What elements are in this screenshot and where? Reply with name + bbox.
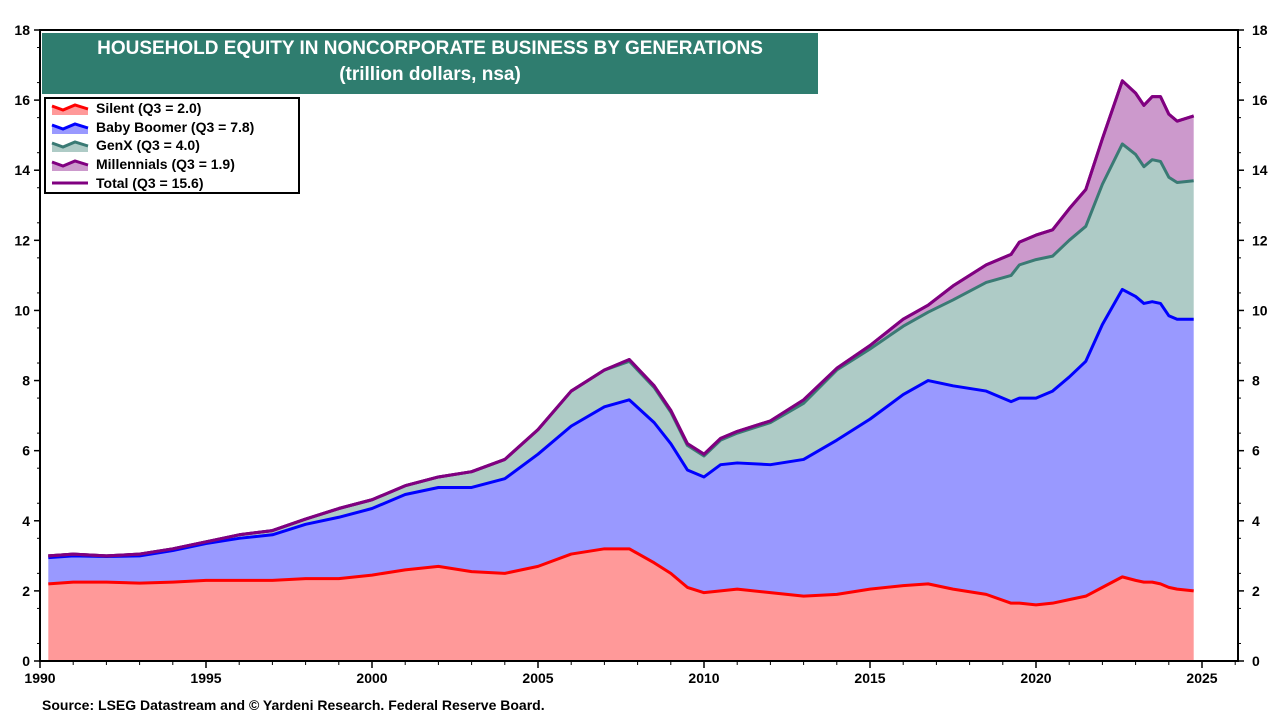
area-silent xyxy=(48,548,1194,661)
legend-item-total: Total (Q3 = 15.6) xyxy=(46,173,298,192)
legend-swatch-icon xyxy=(52,181,88,185)
y-tick-label-left: 4 xyxy=(22,513,30,529)
y-tick-label-left: 14 xyxy=(14,162,30,178)
y-tick-label-left: 18 xyxy=(14,22,30,38)
legend-item-genx: GenX (Q3 = 4.0) xyxy=(46,136,298,155)
legend-label: Millennials (Q3 = 1.9) xyxy=(96,156,235,173)
legend-item-silent: Silent (Q3 = 2.0) xyxy=(46,99,298,118)
x-tick-label: 2010 xyxy=(688,670,719,686)
y-tick-label-right: 0 xyxy=(1252,653,1260,669)
y-tick-label-right: 18 xyxy=(1252,22,1268,38)
legend-item-baby-boomer: Baby Boomer (Q3 = 7.8) xyxy=(46,118,298,137)
plot-frame xyxy=(39,29,1239,662)
y-tick-label-right: 6 xyxy=(1252,443,1260,459)
legend-item-millennials: Millennials (Q3 = 1.9) xyxy=(46,155,298,174)
line-silent xyxy=(48,547,1194,607)
chart-subtitle: (trillion dollars, nsa) xyxy=(339,64,521,85)
x-tick-label: 2000 xyxy=(356,670,387,686)
line-total xyxy=(48,79,1195,558)
y-tick-label-left: 10 xyxy=(14,302,30,318)
y-tick-label-right: 4 xyxy=(1252,513,1260,529)
chart-title: HOUSEHOLD EQUITY IN NONCORPORATE BUSINES… xyxy=(97,38,763,59)
legend-label: Silent (Q3 = 2.0) xyxy=(96,100,202,117)
y-tick-label-left: 0 xyxy=(22,653,30,669)
x-tick-label: 1990 xyxy=(24,670,55,686)
x-tick-label: 2025 xyxy=(1186,670,1217,686)
y-tick-label-right: 10 xyxy=(1252,302,1268,318)
legend-swatch-icon xyxy=(51,103,89,116)
y-tick-label-right: 8 xyxy=(1252,373,1260,389)
legend-label: GenX (Q3 = 4.0) xyxy=(96,137,200,154)
y-tick-label-left: 6 xyxy=(22,443,30,459)
y-tick-label-left: 12 xyxy=(14,232,30,248)
legend-label: Total (Q3 = 15.6) xyxy=(96,174,204,191)
source-note: Source: LSEG Datastream and © Yardeni Re… xyxy=(42,697,545,713)
y-tick-label-left: 16 xyxy=(14,92,30,108)
legend-swatch-icon xyxy=(51,122,89,134)
x-tick-label: 2020 xyxy=(1020,670,1051,686)
y-tick-label-right: 2 xyxy=(1252,583,1260,599)
y-tick-label-left: 8 xyxy=(22,373,30,389)
x-tick-label: 2005 xyxy=(522,670,553,686)
legend-swatch-icon xyxy=(51,159,89,172)
y-tick-label-right: 12 xyxy=(1252,232,1268,248)
chart-title-box: HOUSEHOLD EQUITY IN NONCORPORATE BUSINES… xyxy=(42,33,818,94)
x-tick-label: 1995 xyxy=(190,670,221,686)
y-tick-label-right: 14 xyxy=(1252,162,1268,178)
legend: Silent (Q3 = 2.0) Baby Boomer (Q3 = 7.8) G… xyxy=(44,97,300,194)
area-genx xyxy=(48,143,1194,558)
x-tick-label: 2015 xyxy=(854,670,885,686)
area-baby-boomer xyxy=(48,289,1194,605)
line-baby-boomer xyxy=(48,287,1194,560)
y-tick-label-left: 2 xyxy=(22,583,30,599)
legend-label: Baby Boomer (Q3 = 7.8) xyxy=(96,118,255,135)
y-tick-label-right: 16 xyxy=(1252,92,1268,108)
legend-swatch-icon xyxy=(51,140,89,153)
